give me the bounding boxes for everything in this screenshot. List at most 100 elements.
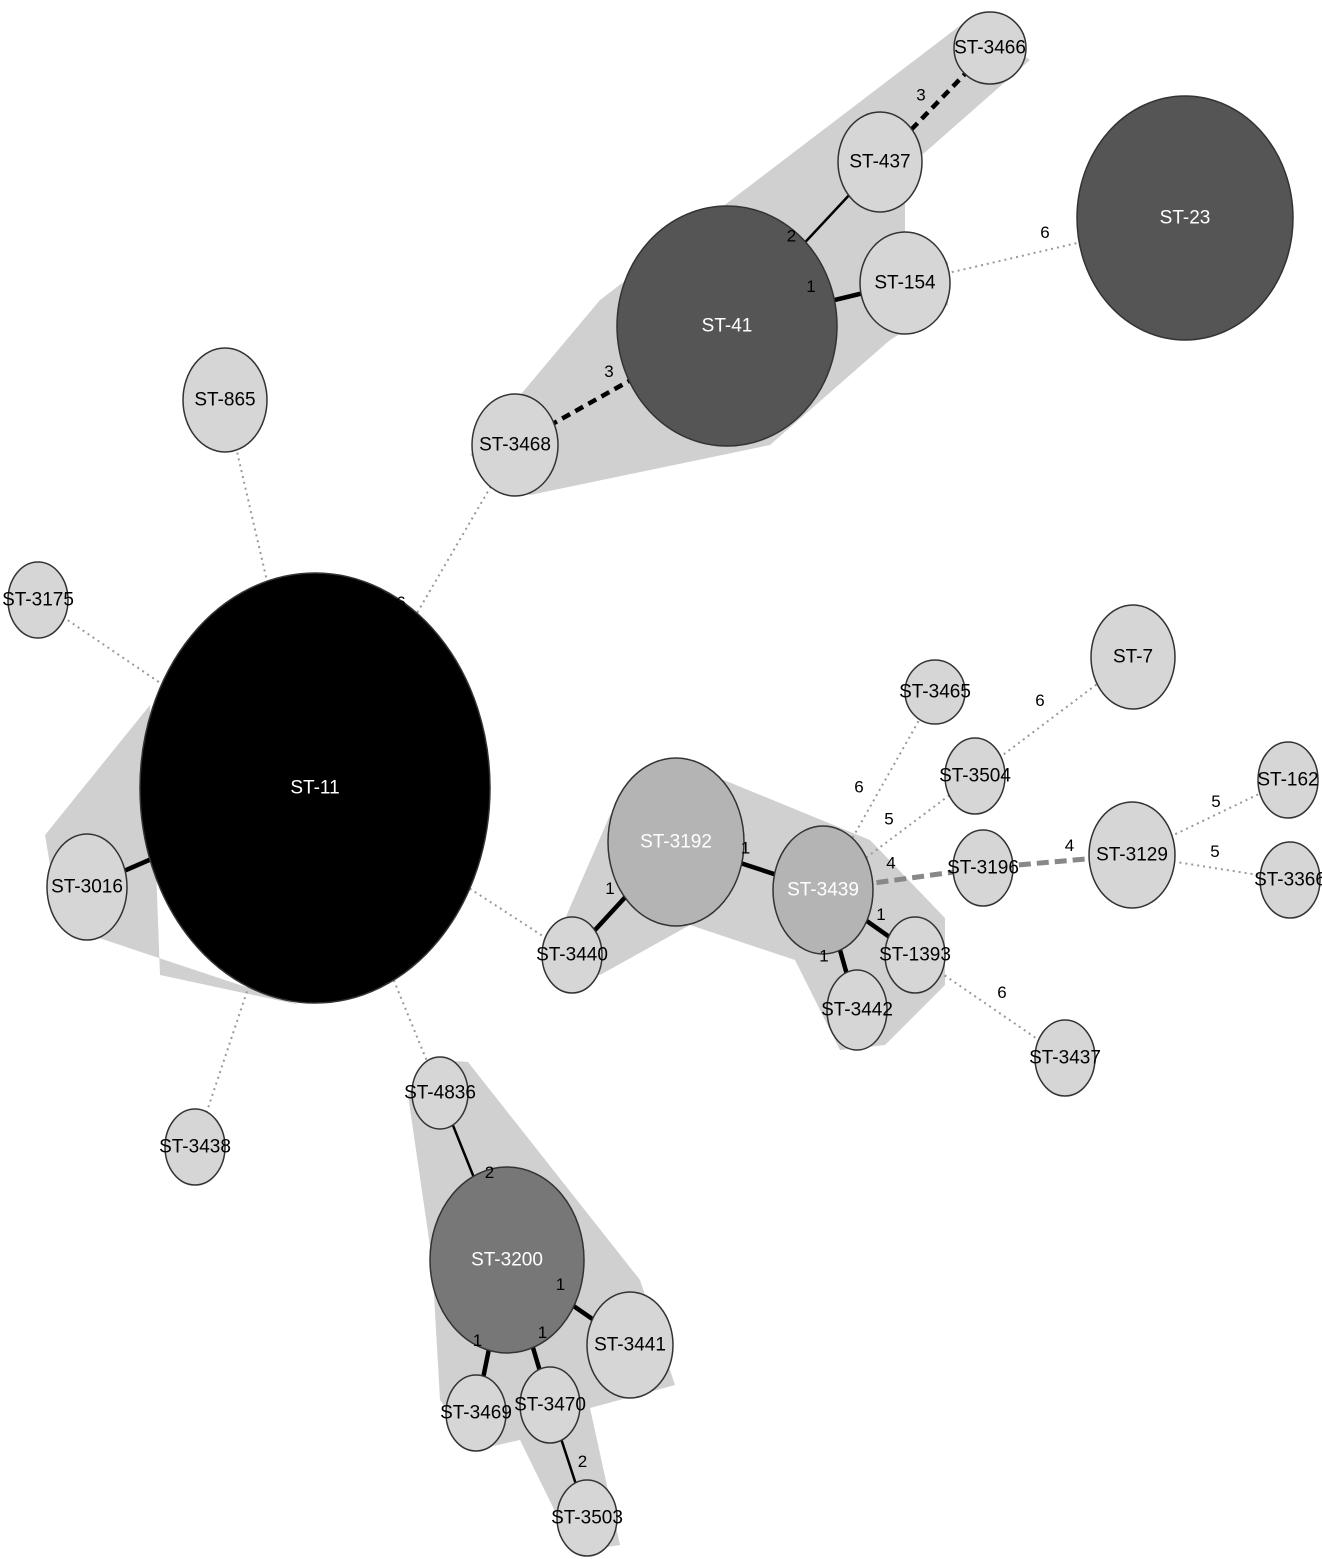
node-ellipse [1259,841,1321,919]
edge-label: 1 [819,947,828,966]
node-st-41: ST-41 [616,205,838,447]
node-st-4836: ST-4836 [404,1056,476,1130]
node-ellipse [139,572,491,1004]
node-label: ST-162 [1257,770,1318,791]
edge-label: 2 [787,227,796,246]
node-st-3440: ST-3440 [536,916,608,994]
edge-label: 1 [806,277,815,296]
node-ellipse [1034,1019,1096,1097]
node-st-162: ST-162 [1257,741,1319,819]
node-st-3200: ST-3200 [429,1166,585,1354]
node-st-3175: ST-3175 [2,561,74,639]
node-ellipse [859,231,951,335]
node-label: ST-3437 [1029,1048,1101,1069]
edge-label: 1 [473,1331,482,1350]
edge-st-3175-st-11 [37,599,316,789]
edge-label: 6 [1040,223,1049,242]
node-ellipse [944,737,1006,815]
node-label: ST-3175 [2,590,74,611]
node-ellipse [46,833,128,941]
edge-labels: 2 3 1 6 3 6 6 6 1 6 4 2 1 1 1 2 5 1 1 6 5 6 4 4 5 5 1 1 6 [182,86,1221,1472]
edge-st-437-st-3466 [878,46,992,164]
edge-label: 6 [234,950,243,969]
sequence-type-nodes: ST-11 ST-41 ST-23 ST-3200 ST-3192 ST-3439 ST-3… [2,11,1322,1557]
edge-label: 1 [741,839,750,858]
node-ellipse [1090,604,1176,710]
node-st-23: ST-23 [1076,95,1294,341]
edge-label: 1 [538,1323,547,1342]
edge-label: 6 [281,579,290,598]
node-ellipse [607,757,745,927]
node-ellipse [1257,741,1319,819]
node-ellipse [1088,801,1176,909]
node-label: ST-3442 [821,1000,893,1021]
node-label: ST-3468 [479,435,551,456]
node-label: ST-23 [1160,208,1211,229]
node-ellipse [411,1056,469,1130]
node-label: ST-4836 [404,1083,476,1104]
node-label: ST-437 [849,152,910,173]
edge-label: 4 [886,854,895,873]
node-label: ST-3469 [440,1403,512,1424]
edge-label: 1 [876,905,885,924]
node-st-3438: ST-3438 [159,1108,231,1186]
node-label: ST-154 [874,273,936,294]
edge-label: 6 [396,593,405,612]
node-st-3192: ST-3192 [607,757,745,927]
node-st-3465: ST-3465 [899,659,971,725]
edge-label: 6 [997,983,1006,1002]
node-ellipse [164,1108,226,1186]
edge-label: 5 [1211,792,1220,811]
node-st-3469: ST-3469 [440,1374,512,1452]
node-ellipse [616,205,838,447]
edge-label: 4 [1065,836,1074,855]
edge-label: 2 [578,1452,587,1471]
edge-label: 1 [605,879,614,898]
node-st-865: ST-865 [182,347,268,453]
node-st-3504: ST-3504 [939,737,1011,815]
node-label: ST-3016 [51,877,123,898]
node-label: ST-3366 [1254,870,1322,891]
node-st-3129: ST-3129 [1088,801,1176,909]
node-ellipse [952,829,1014,907]
node-ellipse [884,916,946,994]
node-ellipse [837,111,923,213]
edge-label: 5 [1210,842,1219,861]
edge-label: 1 [556,1275,565,1294]
node-label: ST-3465 [899,682,971,703]
node-st-3366: ST-3366 [1254,841,1322,919]
node-ellipse [541,916,603,994]
node-label: ST-3504 [939,766,1011,787]
node-ellipse [826,969,888,1051]
node-st-437: ST-437 [837,111,923,213]
edge-label: 3 [916,86,925,105]
node-st-3439: ST-3439 [772,825,874,955]
edge-label: 3 [604,362,613,381]
node-label: ST-11 [290,778,339,799]
edge-label: 6 [1035,691,1044,710]
node-ellipse [519,1366,581,1444]
edge-label: 2 [485,1163,494,1182]
node-ellipse [182,347,268,453]
node-ellipse [429,1166,585,1354]
node-st-3016: ST-3016 [46,833,128,941]
edge-label: 4 [363,931,372,950]
node-st-3196: ST-3196 [947,829,1019,907]
node-st-3442: ST-3442 [821,969,893,1051]
node-st-3470: ST-3470 [514,1366,586,1444]
node-st-3468: ST-3468 [471,393,559,497]
node-label: ST-3196 [947,858,1019,879]
node-ellipse [556,1479,618,1557]
node-label: ST-3440 [536,945,608,966]
node-st-3503: ST-3503 [551,1479,623,1557]
node-ellipse [953,11,1027,85]
node-st-154: ST-154 [859,231,951,335]
node-ellipse [445,1374,507,1452]
edge-label: 5 [439,844,448,863]
node-label: ST-41 [702,316,753,337]
node-st-11: ST-11 [139,572,491,1004]
node-ellipse [1076,95,1294,341]
node-label: ST-3470 [514,1395,586,1416]
node-label: ST-3503 [551,1508,623,1529]
